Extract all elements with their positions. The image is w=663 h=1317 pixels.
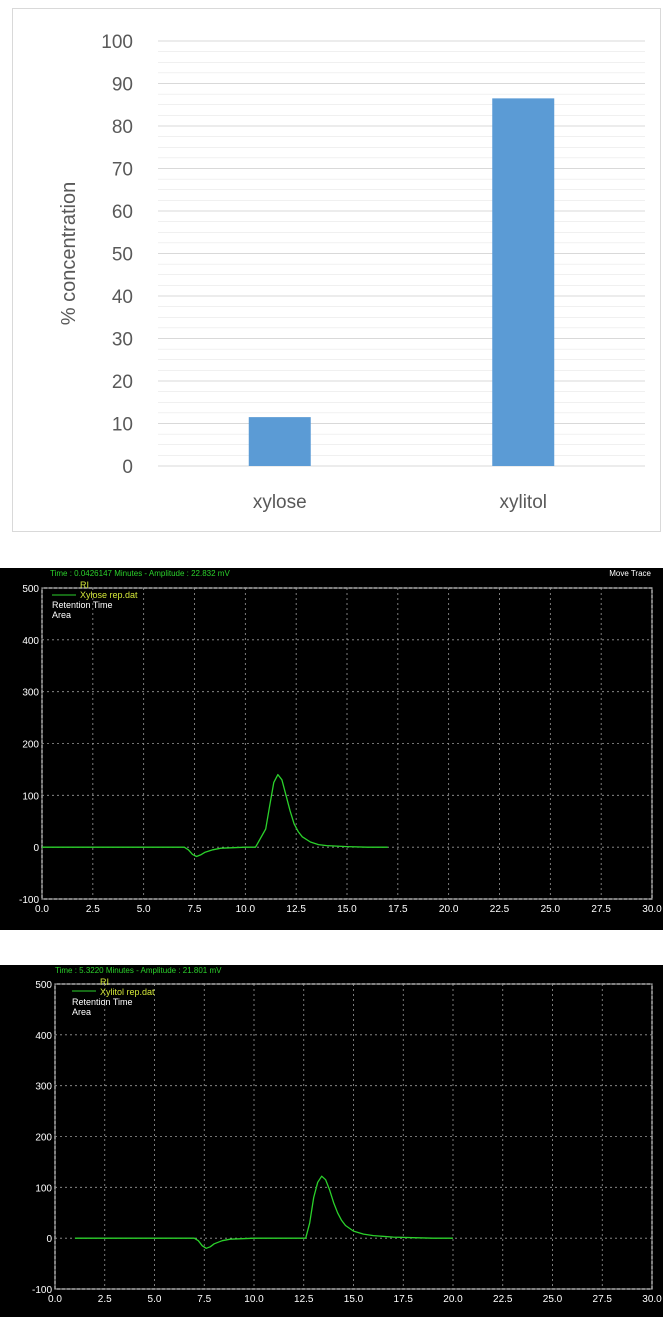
legend-detector: RI bbox=[100, 977, 109, 987]
x-tick-label: 22.5 bbox=[493, 1294, 513, 1305]
chromatogram-header: Time : 0.0426147 Minutes - Amplitude : 2… bbox=[50, 569, 230, 578]
move-trace-button[interactable]: Move Trace bbox=[609, 569, 651, 578]
y-tick-label: -100 bbox=[19, 895, 39, 906]
y-tick-label: 0 bbox=[46, 1234, 52, 1245]
y-tick-label: 60 bbox=[112, 202, 133, 223]
y-tick-label: 20 bbox=[112, 372, 133, 393]
legend-detector: RI bbox=[80, 580, 89, 590]
x-tick-label: 15.0 bbox=[344, 1294, 364, 1305]
x-tick-label: 5.0 bbox=[148, 1294, 162, 1305]
x-tick-label: 0.0 bbox=[48, 1294, 62, 1305]
y-tick-label: 100 bbox=[101, 32, 133, 53]
bar-chart: 0 10 20 30 40 50 60 70 80 90 100 xylose xylitol % con… bbox=[58, 32, 645, 513]
bar-chart-panel: 0 10 20 30 40 50 60 70 80 90 100 xylose xylitol % con… bbox=[12, 8, 661, 532]
x-tick-label: 30.0 bbox=[642, 904, 662, 915]
y-tick-label: 200 bbox=[35, 1133, 52, 1144]
y-tick-label: 0 bbox=[122, 457, 133, 478]
x-tick-label: 22.5 bbox=[490, 904, 510, 915]
x-tick-label: 30.0 bbox=[642, 1294, 662, 1305]
legend-info-area: Area bbox=[72, 1007, 92, 1017]
y-tick-label: 400 bbox=[22, 636, 39, 647]
x-tick-label: 25.0 bbox=[543, 1294, 563, 1305]
y-tick-label: 500 bbox=[22, 584, 39, 595]
bar-xylose bbox=[248, 417, 311, 466]
x-tick-label: 7.5 bbox=[188, 904, 202, 915]
x-tick-label: 27.5 bbox=[593, 1294, 613, 1305]
x-tick-label: 10.0 bbox=[236, 904, 256, 915]
y-tick-label: 100 bbox=[22, 791, 39, 802]
chromatogram-xylitol: 0.0 2.5 5.0 7.5 10.0 12.5 15.0 17.5 20.0 22.5 25.0… bbox=[32, 980, 662, 1305]
x-tick-label: 12.5 bbox=[286, 904, 306, 915]
chromatogram-xylose-panel: 0.0 2.5 5.0 7.5 10.0 12.5 15.0 17.5 20.0 22.5 25.0… bbox=[0, 568, 663, 930]
y-tick-label: 0 bbox=[33, 843, 39, 854]
series-line bbox=[74, 1175, 453, 1249]
x-tick-label: xylitol bbox=[499, 492, 547, 513]
x-tick-label: 0.0 bbox=[35, 904, 49, 915]
bar-xylitol bbox=[492, 98, 555, 466]
legend-info-area: Area bbox=[52, 610, 72, 620]
y-tick-label: 50 bbox=[112, 245, 133, 266]
y-tick-label: -100 bbox=[32, 1285, 52, 1296]
y-tick-label: 100 bbox=[35, 1183, 52, 1194]
y-tick-label: 40 bbox=[112, 287, 133, 308]
y-tick-label: 300 bbox=[35, 1082, 52, 1093]
chromatogram-legend: RI Xylitol rep.dat Retention Time Area bbox=[72, 977, 155, 1017]
chromatogram-xylose: 0.0 2.5 5.0 7.5 10.0 12.5 15.0 17.5 20.0 22.5 25.0… bbox=[19, 584, 662, 915]
x-tick-label: 20.0 bbox=[439, 904, 459, 915]
legend-info-retention: Retention Time bbox=[72, 997, 133, 1007]
y-tick-label: 300 bbox=[22, 688, 39, 699]
x-tick-label: 15.0 bbox=[337, 904, 357, 915]
x-tick-label: 2.5 bbox=[86, 904, 100, 915]
legend-info-retention: Retention Time bbox=[52, 600, 113, 610]
x-tick-label: 12.5 bbox=[294, 1294, 314, 1305]
x-tick-label: 7.5 bbox=[197, 1294, 211, 1305]
x-tick-label: 27.5 bbox=[591, 904, 611, 915]
y-tick-label: 30 bbox=[112, 330, 133, 351]
series-line bbox=[42, 773, 388, 858]
x-tick-label: 5.0 bbox=[137, 904, 151, 915]
y-tick-label: 200 bbox=[22, 740, 39, 751]
x-tick-label: 17.5 bbox=[388, 904, 408, 915]
y-tick-label: 80 bbox=[112, 117, 133, 138]
y-tick-label: 10 bbox=[112, 415, 133, 436]
x-tick-label: 17.5 bbox=[394, 1294, 414, 1305]
y-axis-label: % concentration bbox=[58, 182, 80, 325]
legend-file: Xylitol rep.dat bbox=[100, 987, 155, 997]
y-tick-label: 70 bbox=[112, 160, 133, 181]
x-tick-label: 10.0 bbox=[244, 1294, 264, 1305]
chromatogram-legend: RI Xylose rep.dat Retention Time Area bbox=[52, 580, 138, 620]
x-tick-label: xylose bbox=[253, 492, 307, 513]
y-tick-label: 90 bbox=[112, 75, 133, 96]
y-tick-label: 500 bbox=[35, 980, 52, 991]
x-tick-label: 2.5 bbox=[98, 1294, 112, 1305]
x-tick-label: 25.0 bbox=[541, 904, 561, 915]
y-tick-label: 400 bbox=[35, 1031, 52, 1042]
chromatogram-header: Time : 5.3220 Minutes - Amplitude : 21.8… bbox=[55, 966, 222, 975]
chromatogram-xylitol-panel: 0.0 2.5 5.0 7.5 10.0 12.5 15.0 17.5 20.0 22.5 25.0… bbox=[0, 965, 663, 1317]
x-tick-label: 20.0 bbox=[443, 1294, 463, 1305]
legend-file: Xylose rep.dat bbox=[80, 590, 138, 600]
